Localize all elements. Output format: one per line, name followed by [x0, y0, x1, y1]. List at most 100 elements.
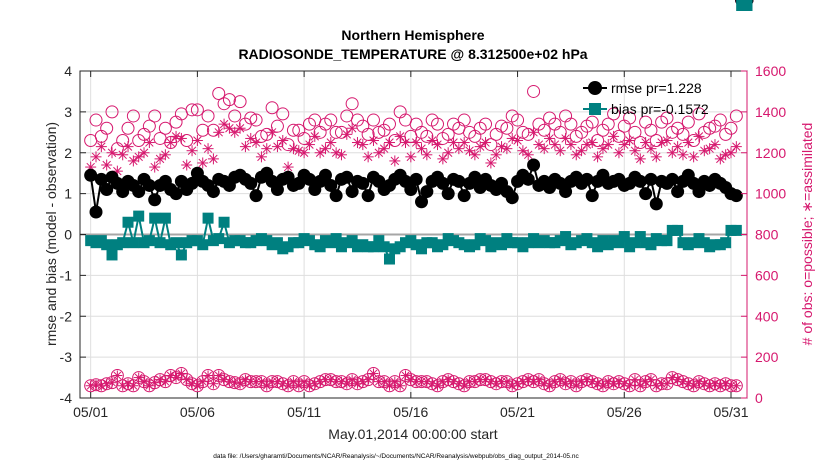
obs-assimilated-stroke: [262, 381, 271, 390]
obs-assimilated-stroke: [684, 138, 693, 147]
obs-assimilated-point: [394, 130, 406, 142]
obs-assimilated-stroke: [161, 150, 170, 160]
bias-point: [560, 231, 572, 243]
bias-point: [645, 239, 657, 251]
rmse-point: [505, 191, 519, 205]
obs-assimilated-stroke: [555, 146, 565, 155]
obs-assimilated-stroke: [379, 144, 389, 153]
obs-assimilated-point: [271, 141, 283, 153]
x-axis-label: May.01,2014 00:00:00 start: [328, 426, 498, 442]
obs-assimilated-point: [709, 139, 721, 151]
obs-assimilated-stroke: [411, 138, 421, 147]
obs-low-possible-point: [527, 375, 541, 389]
obs-assimilated-point: [650, 151, 662, 163]
obs-assimilated-stroke: [364, 375, 373, 384]
bias-point: [154, 237, 166, 249]
legend-rmse-marker: [588, 81, 602, 95]
x-tick-label: 05/31: [713, 404, 748, 420]
rmse-point: [249, 189, 263, 203]
rmse-point: [415, 195, 429, 209]
y-axis-label: rmse and bias (model - observation): [43, 122, 59, 346]
obs-low-assimilated-point: [731, 380, 742, 391]
obs-assimilated-point: [149, 161, 161, 173]
bias-point: [592, 241, 604, 253]
obs-assimilated-stroke: [102, 160, 111, 170]
obs-assimilated-point: [640, 137, 652, 149]
obs-assimilated-stroke: [582, 140, 592, 149]
chart-subtitle: RADIOSONDE_TEMPERATURE @ 8.312500e+02 hP…: [238, 46, 587, 62]
obs-low-assimilated-point: [384, 380, 395, 391]
obs-low-assimilated-point: [400, 370, 411, 381]
bias-point: [106, 249, 118, 261]
y2-tick-label: 0: [755, 390, 763, 406]
obs-low-assimilated-point: [256, 376, 267, 387]
rmse-point: [361, 189, 375, 203]
obs-assimilated-stroke: [646, 144, 656, 153]
obs-possible-point: [212, 86, 226, 100]
obs-assimilated-stroke: [172, 373, 180, 382]
obs-assimilated-stroke: [567, 377, 575, 386]
obs-assimilated-point: [378, 143, 390, 155]
obs-assimilated-stroke: [710, 140, 720, 149]
obs-possible-point: [687, 133, 701, 147]
obs-possible-point: [420, 129, 434, 143]
obs-assimilated-stroke: [289, 377, 298, 386]
bias-point: [159, 212, 171, 224]
obs-assimilated-point: [490, 149, 502, 161]
rmse-point: [94, 172, 108, 186]
bias-point: [197, 239, 209, 251]
obs-assimilated-stroke: [588, 138, 597, 147]
obs-assimilated-stroke: [449, 138, 458, 147]
obs-assimilated-stroke: [459, 138, 469, 147]
obs-assimilated-stroke: [358, 140, 368, 149]
obs-assimilated-point: [677, 149, 689, 161]
obs-low-assimilated-point: [688, 380, 699, 391]
obs-assimilated-point: [506, 132, 518, 144]
rmse-point: [84, 168, 98, 182]
bias-point: [218, 216, 230, 228]
y2-tick-label: 600: [755, 267, 779, 283]
obs-possible-point: [623, 111, 637, 125]
y-tick-label: -4: [60, 390, 73, 406]
rmse-point: [324, 178, 338, 192]
obs-assimilated-stroke: [535, 375, 543, 384]
obs-low-assimilated-point: [229, 377, 240, 388]
obs-assimilated-stroke: [283, 162, 293, 172]
obs-assimilated-stroke: [438, 154, 448, 164]
series-obs-assimilated: [85, 0, 753, 177]
obs-assimilated-stroke: [155, 154, 165, 164]
x-tick-label: 05/26: [607, 404, 642, 420]
obs-assimilated-stroke: [406, 152, 416, 162]
obs-assimilated-point: [335, 149, 347, 161]
obs-assimilated-stroke: [577, 146, 586, 155]
obs-assimilated-point: [720, 149, 732, 161]
obs-assimilated-stroke: [481, 138, 490, 147]
obs-assimilated-stroke: [257, 377, 266, 386]
obs-assimilated-stroke: [593, 152, 602, 162]
obs-assimilated-point: [576, 145, 588, 157]
obs-assimilated-stroke: [374, 148, 384, 157]
obs-assimilated-point: [143, 137, 155, 149]
obs-assimilated-point: [197, 157, 209, 169]
obs-assimilated-stroke: [177, 134, 186, 143]
ticks: 05/01 05/06 05/11 05/16 05/21 05/26 05/31 -4 -3 -…: [60, 63, 787, 420]
obs-assimilated-point: [383, 137, 395, 149]
obs-low-assimilated-point: [112, 370, 123, 381]
obs-assimilated-point: [277, 134, 289, 146]
obs-assimilated-point: [437, 153, 449, 165]
obs-assimilated-stroke: [166, 138, 175, 147]
rmse-point: [404, 183, 418, 197]
obs-assimilated-stroke: [91, 152, 101, 162]
obs-assimilated-point: [586, 137, 598, 149]
bias-point: [213, 233, 225, 245]
obs-low-assimilated-point: [395, 380, 406, 391]
obs-assimilated-point: [234, 122, 246, 134]
obs-assimilated-stroke: [609, 132, 618, 141]
obs-assimilated-stroke: [529, 128, 538, 137]
obs-possible-point: [703, 121, 717, 135]
obs-possible-point: [329, 125, 343, 139]
obs-possible-point: [196, 123, 210, 137]
obs-assimilated-stroke: [187, 146, 197, 155]
obs-assimilated-point: [389, 155, 401, 167]
rmse-point: [100, 183, 114, 197]
